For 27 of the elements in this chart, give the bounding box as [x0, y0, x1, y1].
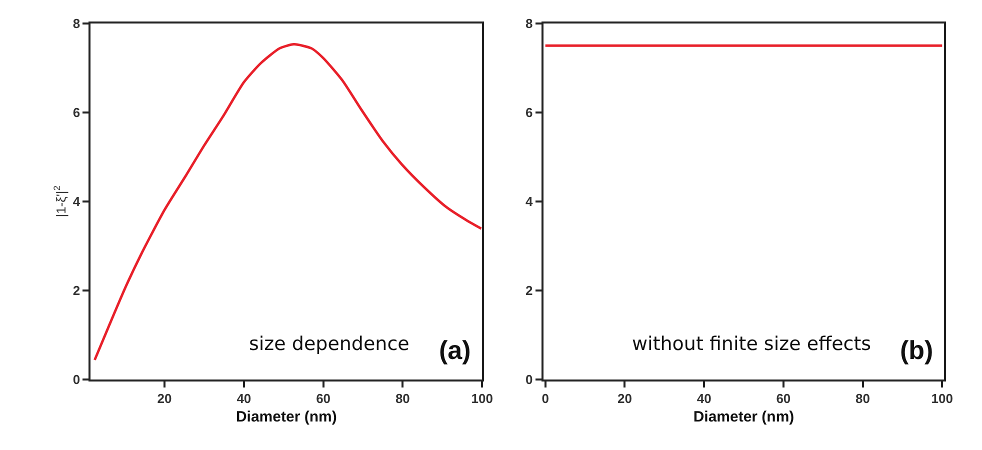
- x-tick-label: 60: [776, 391, 791, 406]
- x-axis-title: Diameter (nm): [693, 408, 794, 426]
- x-tick-label: 80: [395, 391, 410, 406]
- annotation: (a): [439, 335, 471, 365]
- y-tick-label: 8: [526, 16, 533, 31]
- x-tick-label: 60: [316, 391, 331, 406]
- y-tick-label: 0: [526, 372, 533, 388]
- y-tick-label: 4: [526, 194, 534, 210]
- x-axis-title: Diameter (nm): [236, 408, 337, 426]
- x-tick-label: 40: [236, 391, 252, 406]
- x-tick-label: 40: [696, 391, 712, 406]
- annotation: size dependence: [249, 333, 410, 355]
- y-tick-label: 2: [526, 283, 533, 298]
- y-tick-label: 8: [72, 16, 80, 31]
- x-tick-label: 100: [471, 391, 493, 406]
- annotation: without finite size effects: [632, 333, 872, 355]
- y-tick-label: 2: [72, 283, 80, 298]
- y-tick-label: 6: [526, 104, 533, 120]
- annotation: (b): [900, 335, 934, 365]
- y-tick-label: 0: [72, 372, 80, 388]
- x-tick-label: 80: [856, 391, 870, 406]
- x-tick-label: 100: [931, 391, 954, 406]
- x-tick-label: 20: [157, 391, 172, 406]
- x-tick-label: 0: [542, 391, 549, 406]
- x-tick-label: 20: [617, 391, 632, 406]
- y-tick-label: 6: [72, 104, 80, 120]
- y-tick-label: 4: [72, 194, 81, 210]
